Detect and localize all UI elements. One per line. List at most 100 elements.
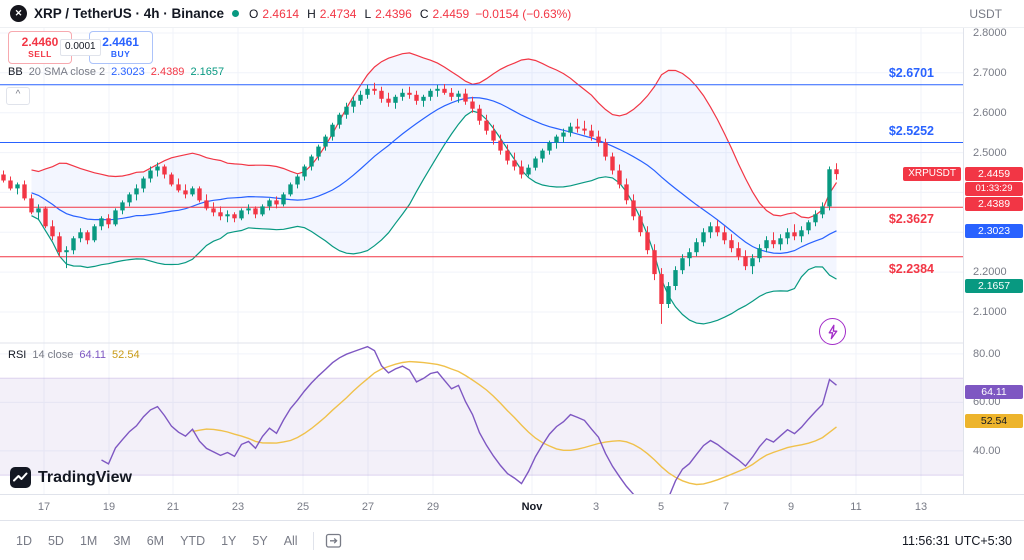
clock-timezone: UTC+5:30: [954, 533, 1012, 548]
range-button-1d[interactable]: 1D: [8, 529, 40, 553]
rsi-axis-label: 40.00: [973, 444, 1001, 457]
bottom-toolbar: 1D 5D 1M 3M 6M YTD 1Y 5Y All 11:56:31 UTC+5:30: [0, 520, 1024, 560]
buy-label: BUY: [110, 48, 131, 59]
buy-button[interactable]: 2.4461 BUY: [88, 31, 153, 64]
clock[interactable]: 11:56:31 UTC+5:30: [902, 534, 1016, 548]
rsi-params: 14 close: [32, 349, 74, 361]
open-value: 2.4614: [262, 6, 300, 21]
rsi-status-line[interactable]: RSI 14 close 64.11 52.54: [8, 349, 140, 361]
open-label: O: [249, 6, 259, 21]
bb-name: BB: [8, 66, 23, 78]
tradingview-logo-icon: [10, 467, 31, 488]
currency-toggle[interactable]: USDT: [969, 6, 1002, 21]
range-button-ytd[interactable]: YTD: [172, 529, 213, 553]
price-level-label: $2.3627: [888, 212, 934, 227]
range-button-5y[interactable]: 5Y: [244, 529, 275, 553]
price-level-label: $2.6701: [888, 65, 934, 80]
low-label: L: [364, 6, 372, 21]
chart-header: ✕ XRP / TetherUS · 4h · Binance O 2.4614 …: [0, 0, 1024, 28]
bb-lower-value: 2.1657: [190, 66, 225, 78]
collapse-indicator-button[interactable]: ^: [6, 87, 30, 105]
price-axis-label: 2.7000: [973, 66, 1007, 79]
go-to-date-button[interactable]: [321, 528, 346, 553]
tradingview-watermark: TradingView: [10, 467, 132, 488]
rsi-axis-label: 80.00: [973, 347, 1001, 360]
rsi-value: 64.11: [79, 349, 107, 361]
xrp-logo-icon: ✕: [10, 5, 27, 22]
time-axis-label: 13: [914, 501, 928, 513]
tradingview-watermark-text: TradingView: [38, 468, 132, 486]
low-value: 2.4396: [375, 6, 412, 21]
spread-value: 0.0001: [60, 39, 101, 56]
ohlc-readout: O 2.4614 H 2.4734 L 2.4396 C 2.4459: [249, 7, 473, 21]
time-axis-label: 21: [166, 501, 180, 513]
lightning-icon: [828, 324, 837, 339]
axis-tag-bb-upper: 2.4389: [965, 197, 1023, 212]
axis-tag-last-price: 2.4459: [965, 167, 1023, 182]
order-panel: 2.4460 SELL 0.0001 2.4461 BUY: [8, 31, 153, 64]
rsi-axis-label: 60.00: [973, 396, 1001, 409]
time-axis-label: 23: [231, 501, 245, 513]
quick-trade-button[interactable]: [819, 318, 846, 345]
sell-label: SELL: [28, 48, 52, 59]
market-status-dot: [232, 10, 240, 17]
price-change: −0.0154 (−0.63%): [475, 6, 572, 21]
time-axis[interactable]: 17 19 21 23 25 27 29 Nov 3 5 7 9 11 13: [0, 494, 1024, 521]
bb-params: 20 SMA close 2: [28, 66, 106, 78]
price-axis[interactable]: 2.80002.70002.60002.50002.40002.30002.20…: [963, 26, 1024, 494]
sell-price: 2.4460: [21, 34, 59, 49]
time-axis-label: 29: [426, 501, 440, 513]
time-axis-label: 9: [787, 501, 795, 513]
time-axis-label: 19: [102, 501, 116, 513]
price-axis-label: 2.2000: [973, 266, 1007, 279]
range-button-all[interactable]: All: [276, 529, 306, 553]
range-button-1y[interactable]: 1Y: [213, 529, 244, 553]
clock-time: 11:56:31: [901, 533, 950, 548]
axis-tag-bb-middle: 2.3023: [965, 224, 1023, 239]
rsi-ma-value: 52.54: [112, 349, 140, 361]
time-axis-label: 3: [592, 501, 600, 513]
high-value: 2.4734: [319, 6, 357, 21]
time-axis-label: 7: [722, 501, 730, 513]
price-axis-label: 2.8000: [973, 26, 1007, 39]
range-button-3m[interactable]: 3M: [105, 529, 138, 553]
time-axis-label: 27: [361, 501, 375, 513]
price-chart-canvas[interactable]: [0, 28, 963, 494]
time-axis-label: 17: [37, 501, 51, 513]
date-range-switcher: 1D 5D 1M 3M 6M YTD 1Y 5Y All: [8, 529, 306, 553]
axis-tag-rsi-ma: 52.54: [965, 413, 1023, 428]
time-axis-label: Nov: [521, 501, 543, 513]
price-axis-label: 2.5000: [973, 146, 1007, 159]
price-axis-label: 2.6000: [973, 106, 1007, 119]
range-button-5d[interactable]: 5D: [40, 529, 72, 553]
axis-tag-countdown: 01:33:29: [965, 182, 1023, 197]
symbol-title[interactable]: XRP / TetherUS · 4h · Binance: [34, 6, 225, 21]
close-label: C: [419, 6, 429, 21]
last-price-symbol-tag: XRPUSDT: [903, 167, 961, 182]
go-to-date-icon: [325, 533, 341, 548]
grid: [0, 28, 963, 494]
bb-middle-value: 2.3023: [111, 66, 145, 78]
bb-status-line[interactable]: BB 20 SMA close 2 2.3023 2.4389 2.1657: [8, 66, 224, 78]
axis-tag-rsi-value: 64.11: [965, 385, 1023, 400]
close-value: 2.4459: [432, 6, 470, 21]
xrp-logo-glyph: ✕: [14, 8, 23, 18]
rsi-plot: [0, 345, 963, 494]
range-button-6m[interactable]: 6M: [139, 529, 172, 553]
rsi-name: RSI: [8, 349, 27, 361]
time-axis-label: 11: [850, 501, 862, 513]
bb-upper-value: 2.4389: [150, 66, 185, 78]
price-level-lines: [0, 84, 963, 258]
chevron-up-icon: ^: [15, 89, 21, 100]
time-axis-label: 5: [657, 501, 665, 513]
price-axis-label: 2.1000: [973, 305, 1007, 318]
price-level-label: $2.2384: [888, 261, 934, 276]
candles: [1, 82, 839, 324]
high-label: H: [307, 6, 316, 21]
bollinger-bands: [31, 52, 838, 325]
buy-price: 2.4461: [102, 34, 139, 49]
price-level-label: $2.5252: [888, 123, 934, 138]
range-button-1m[interactable]: 1M: [72, 529, 105, 553]
toolbar-divider: [312, 531, 314, 550]
